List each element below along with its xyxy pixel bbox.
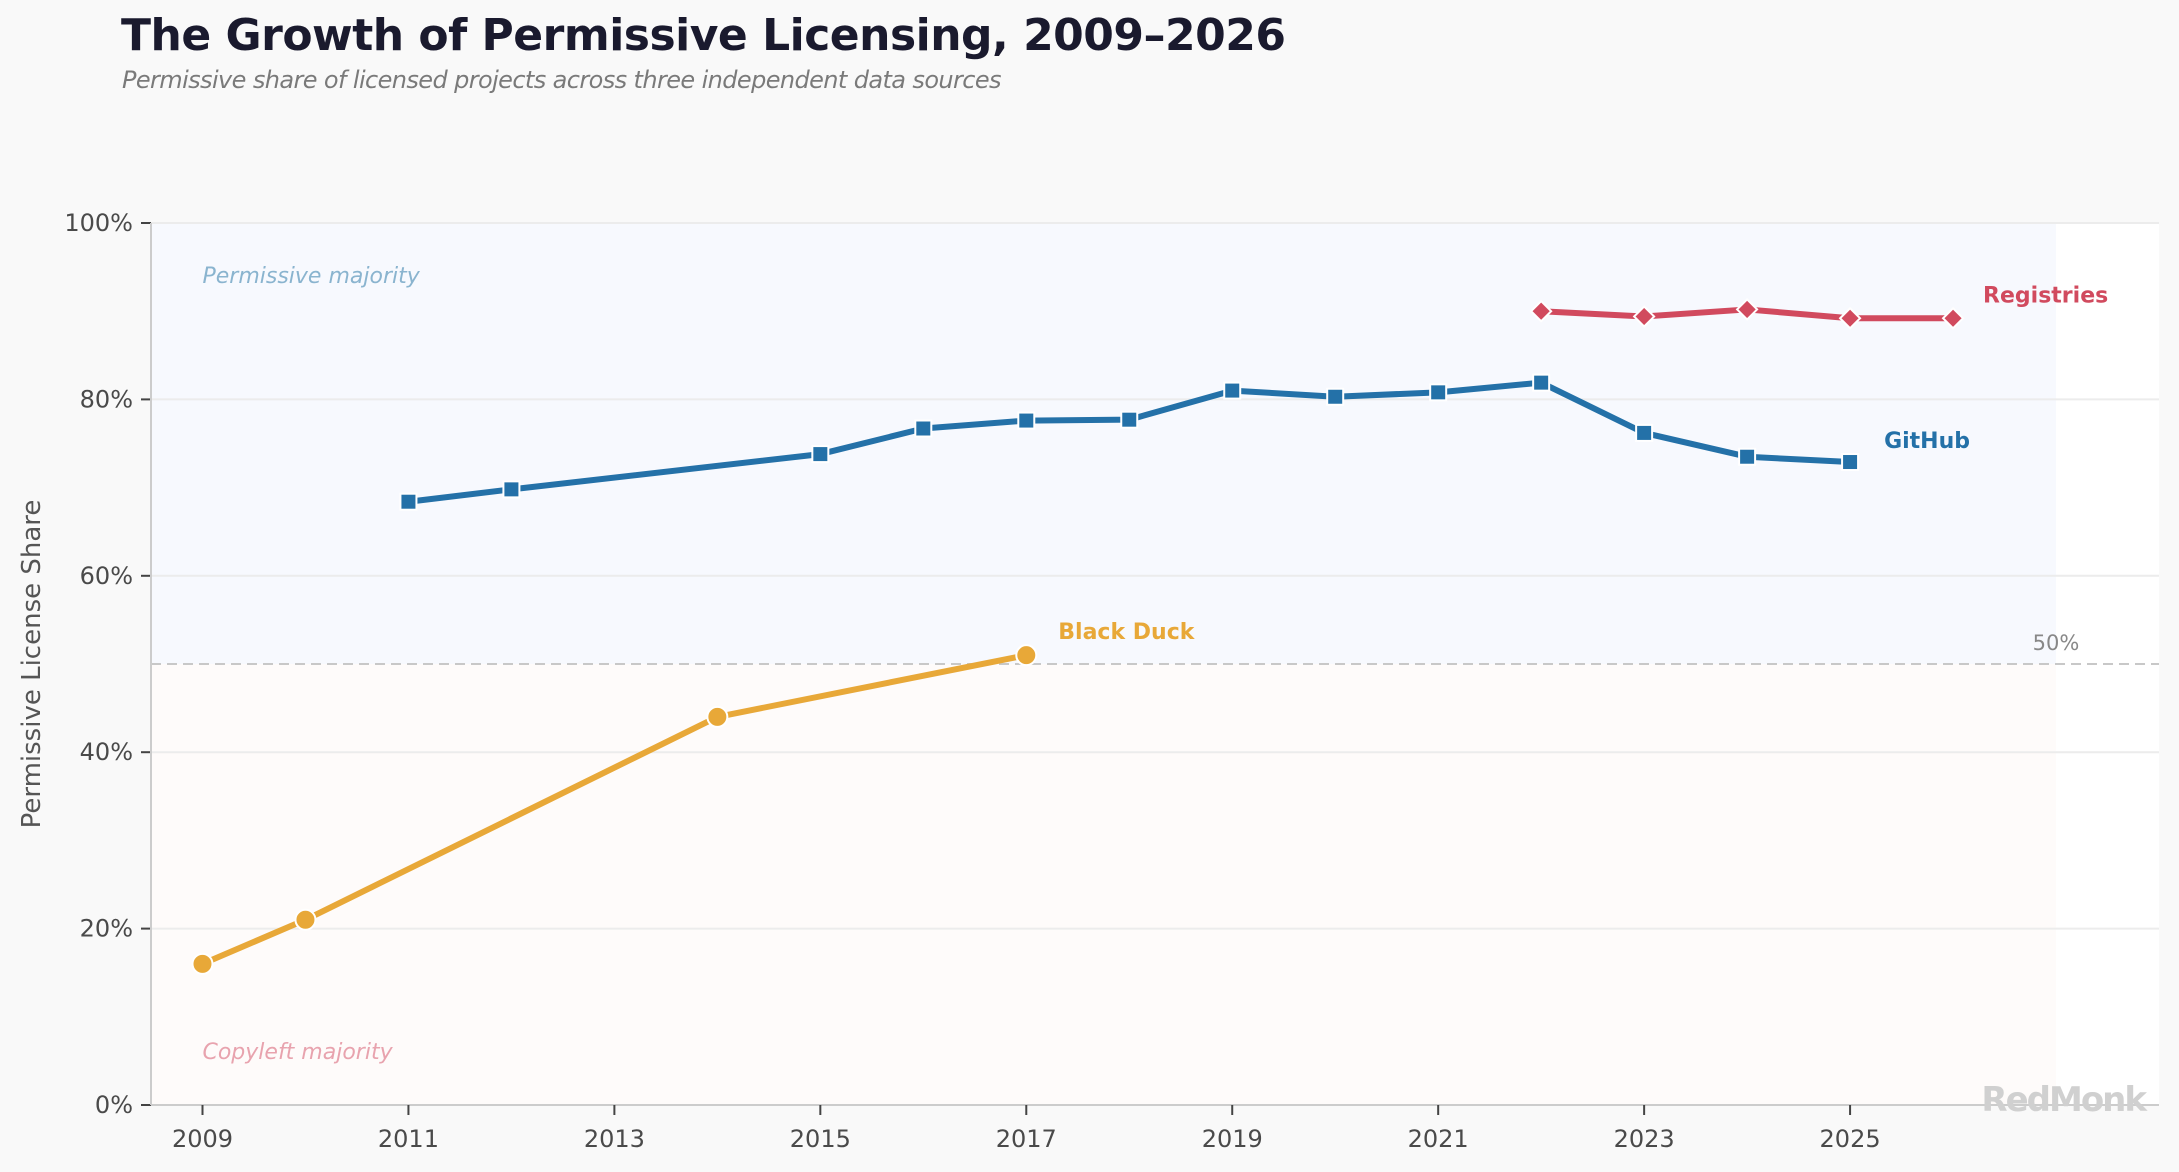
y-axis-title: Permissive License Share	[17, 500, 47, 829]
x-tick-label: 2015	[790, 1125, 851, 1153]
github-point	[1532, 373, 1551, 392]
x-tick-label: 2019	[1202, 1125, 1263, 1153]
registries-point	[1838, 306, 1862, 330]
github-point	[1429, 383, 1448, 402]
y-tick-label: 40%	[80, 738, 133, 766]
chart-title: The Growth of Permissive Licensing, 2009…	[121, 10, 1286, 61]
github-point	[1738, 447, 1757, 466]
copyleft-zone	[151, 664, 2057, 1105]
github-point	[399, 492, 418, 511]
github-point	[914, 419, 933, 438]
y-tick-label: 80%	[80, 385, 133, 413]
github-point	[1326, 387, 1345, 406]
black-duck-line	[199, 652, 1030, 967]
github-point	[1017, 411, 1036, 430]
x-tick-label: 2023	[1614, 1125, 1675, 1153]
registries-point	[1632, 305, 1656, 328]
github-point	[811, 445, 830, 464]
x-tick-label: 2025	[1820, 1125, 1881, 1153]
x-tick-label: 2011	[378, 1125, 439, 1153]
y-tick-label: 20%	[80, 915, 133, 943]
zone-label-copyleft: Copyleft majority	[202, 1040, 393, 1065]
github-point	[502, 480, 521, 499]
y-tick-label: 100%	[64, 209, 133, 237]
black-duck-label: Black Duck	[1058, 620, 1195, 645]
github-point	[1120, 410, 1139, 429]
x-tick-label: 2009	[172, 1125, 233, 1153]
x-tick-label: 2021	[1408, 1125, 1469, 1153]
black-duck-point	[706, 705, 729, 728]
github-point	[1223, 381, 1242, 400]
registries-label: Registries	[1983, 283, 2108, 308]
github-point	[1841, 453, 1860, 472]
github-point	[1635, 423, 1654, 442]
github-label: GitHub	[1884, 429, 1970, 454]
registries-point	[1941, 306, 1965, 330]
registries-point	[1529, 299, 1553, 323]
chart-subtitle: Permissive share of licensed projects ac…	[122, 66, 1002, 94]
reference-line-label: 50%	[2033, 631, 2080, 655]
permissive-zone	[151, 223, 2057, 664]
black-duck-point	[294, 908, 317, 931]
black-duck-point	[191, 952, 214, 975]
x-tick-label: 2013	[584, 1125, 645, 1153]
watermark-logo: RedMonk	[1981, 1080, 2148, 1120]
y-tick-label: 60%	[80, 562, 133, 590]
registries-point	[1735, 298, 1759, 321]
zone-label-permissive: Permissive majority	[202, 264, 420, 289]
x-tick-label: 2017	[996, 1125, 1057, 1153]
y-tick-label: 0%	[95, 1091, 133, 1119]
black-duck-point	[1015, 644, 1038, 667]
